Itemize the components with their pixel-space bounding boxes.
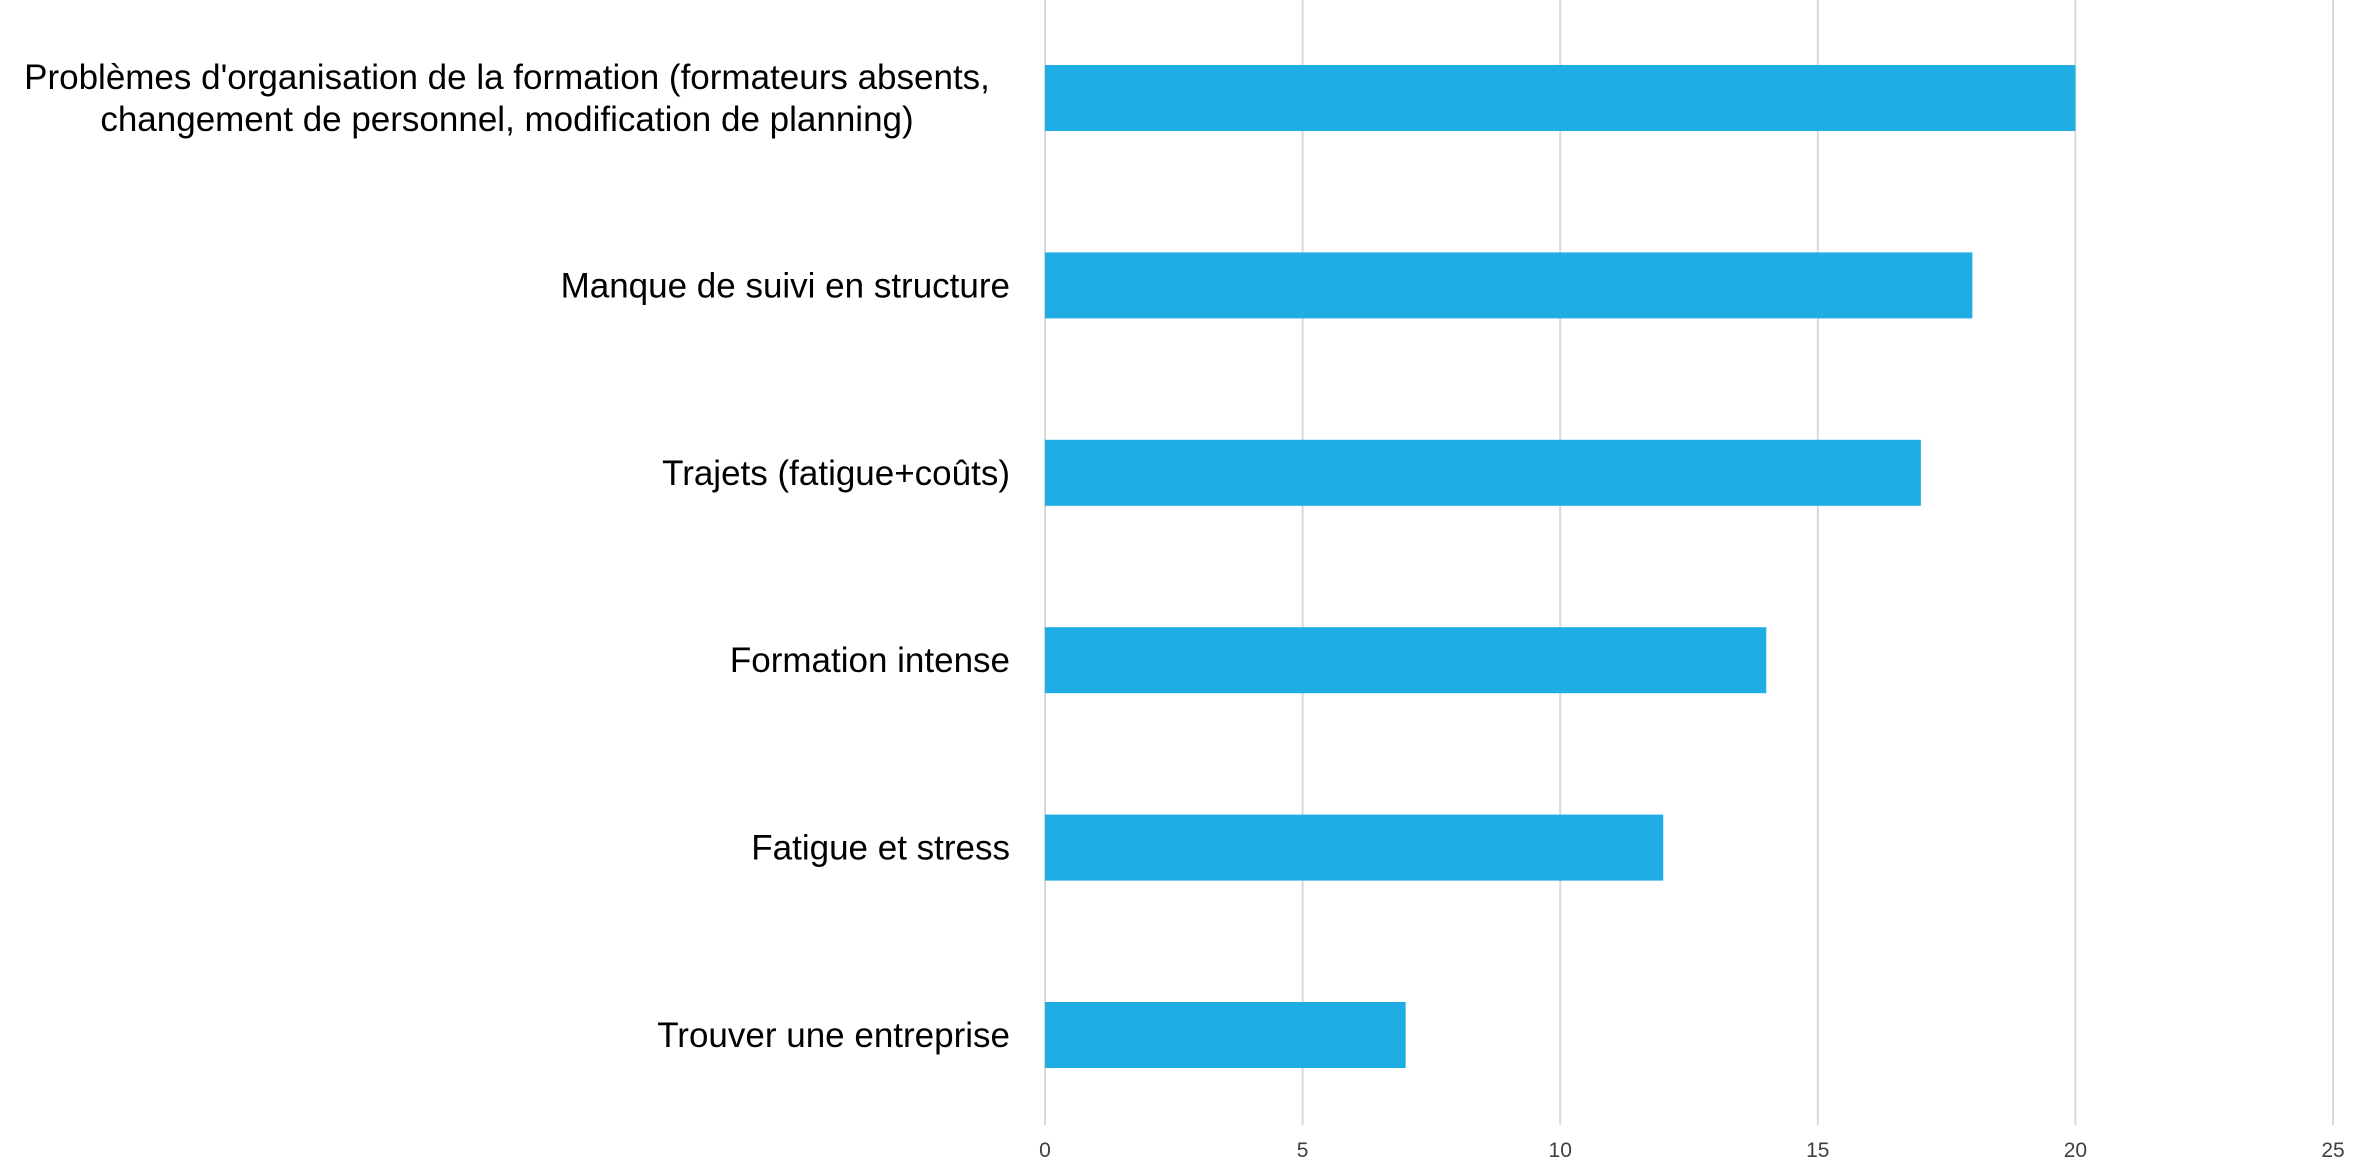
x-tick-label-25: 25: [2321, 1139, 2344, 1162]
bar-3: [1045, 439, 1921, 506]
category-label-1: Problèmes d'organisation de la formation…: [24, 58, 990, 139]
category-label-4: Formation intense: [730, 641, 1010, 680]
grid-lines: [1044, 0, 2334, 1125]
bar-6: [1045, 1002, 1406, 1068]
bar-1: [1045, 65, 2076, 131]
x-tick-label-20: 20: [2064, 1139, 2087, 1162]
bars: [1045, 65, 2076, 1068]
x-tick-label-15: 15: [1806, 1139, 1829, 1162]
category-labels: Problèmes d'organisation de la formation…: [24, 58, 1010, 1055]
bar-4: [1045, 627, 1767, 694]
x-tick-label-0: 0: [1039, 1139, 1051, 1162]
bar-2: [1045, 252, 1973, 319]
x-axis-tick-labels: 0 5 10 15 20 25: [1039, 1139, 2345, 1162]
x-tick-label-5: 5: [1297, 1139, 1309, 1162]
category-label-6: Trouver une entreprise: [657, 1016, 1010, 1055]
category-label-5: Fatigue et stress: [751, 829, 1010, 868]
bar-5: [1045, 814, 1664, 881]
x-tick-label-10: 10: [1549, 1139, 1572, 1162]
category-label-3: Trajets (fatigue+coûts): [662, 454, 1010, 493]
category-label-2: Manque de suivi en structure: [561, 266, 1010, 305]
